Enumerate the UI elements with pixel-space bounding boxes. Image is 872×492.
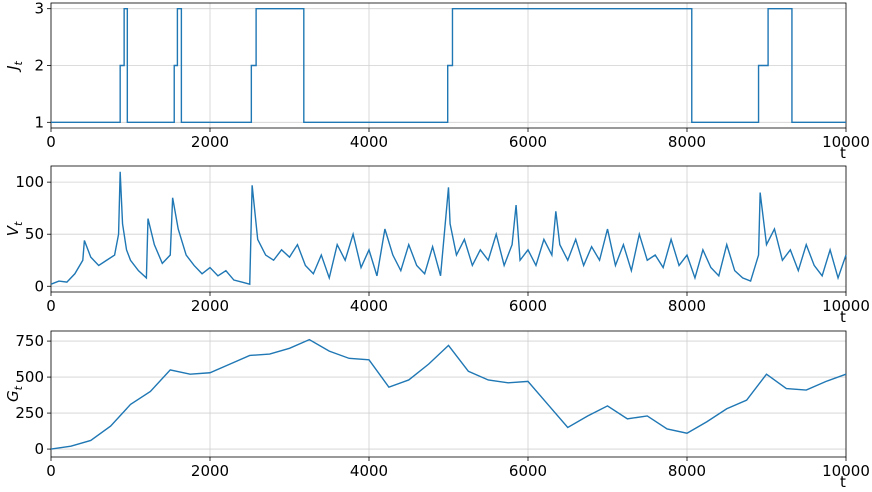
x-tick-label: 8000 <box>668 462 706 480</box>
x-axis-label: t <box>840 473 846 491</box>
y-tick-label: 1 <box>34 113 44 131</box>
x-tick-label: 0 <box>46 462 56 480</box>
plot-frame <box>50 165 847 293</box>
x-tick-label: 10000 <box>822 297 870 315</box>
x-tick-label: 2000 <box>191 297 229 315</box>
y-label-subscript: t <box>12 60 25 65</box>
y-tick-label: 500 <box>15 368 44 386</box>
plot-frame <box>50 2 847 129</box>
y-label-base: J <box>4 65 22 72</box>
x-tick-label: 0 <box>46 297 56 315</box>
y-axis-label: Jt <box>4 60 25 72</box>
y-tick-label: 100 <box>15 173 44 191</box>
plot-frame <box>50 330 847 458</box>
y-tick-label: 250 <box>15 404 44 422</box>
y-label-subscript: t <box>12 221 25 226</box>
y-label-subscript: t <box>12 385 25 390</box>
y-label-base: V <box>4 224 22 236</box>
y-tick-label: 0 <box>34 440 44 458</box>
x-tick-label: 4000 <box>350 462 388 480</box>
x-tick-label: 10000 <box>822 462 870 480</box>
x-axis-label: t <box>840 308 846 326</box>
y-tick-label: 3 <box>34 0 44 18</box>
x-tick-label: 8000 <box>668 297 706 315</box>
y-tick-label: 2 <box>34 57 44 75</box>
x-tick-label: 2000 <box>191 462 229 480</box>
x-tick-label: 10000 <box>822 133 870 151</box>
x-tick-label: 4000 <box>350 297 388 315</box>
data-line <box>51 7 846 124</box>
x-tick-label: 2000 <box>191 133 229 151</box>
y-axis-label: Vt <box>4 221 25 236</box>
x-tick-label: 6000 <box>509 462 547 480</box>
x-tick-label: 4000 <box>350 133 388 151</box>
y-tick-label: 50 <box>25 225 44 243</box>
y-tick-label: 750 <box>15 332 44 350</box>
y-axis-label: Gt <box>4 385 25 402</box>
x-axis-label: t <box>840 144 846 162</box>
y-tick-label: 0 <box>34 277 44 295</box>
x-tick-label: 6000 <box>509 133 547 151</box>
x-tick-label: 8000 <box>668 133 706 151</box>
data-line <box>50 338 847 450</box>
data-line <box>50 171 847 286</box>
x-tick-label: 6000 <box>509 297 547 315</box>
x-tick-label: 0 <box>46 133 56 151</box>
y-label-base: G <box>4 390 22 402</box>
